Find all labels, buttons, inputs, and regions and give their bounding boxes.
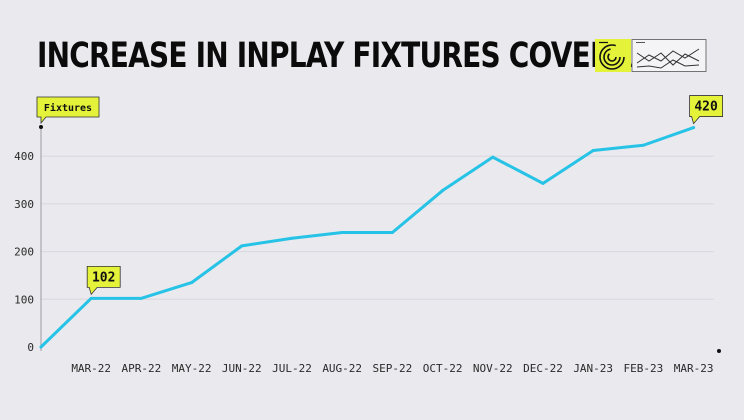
x-tick-label: JUL-22 xyxy=(272,362,312,375)
x-tick-label: MAR-22 xyxy=(71,362,111,375)
axis-layer: 0 100 200 300 400 MAR-22 APR-22 MAY-22 JUN-22 JUL… xyxy=(14,96,721,375)
radial-chart-icon xyxy=(595,39,631,72)
data-point xyxy=(290,236,294,240)
x-tick-label: NOV-22 xyxy=(473,362,513,375)
y-tick-label: 400 xyxy=(14,150,34,163)
data-label-box xyxy=(689,95,723,125)
x-tick-label: OCT-22 xyxy=(423,362,463,375)
data-point xyxy=(39,345,43,349)
y-axis-label: Fixtures xyxy=(44,102,92,114)
data-label-box xyxy=(86,265,121,296)
y-axis-end-dot xyxy=(39,125,43,129)
data-point xyxy=(491,155,495,159)
y-axis-label-box xyxy=(36,96,100,125)
x-tick-label: FEB-23 xyxy=(624,362,664,375)
x-tick-label: JAN-23 xyxy=(573,362,613,375)
x-tick-label: MAY-22 xyxy=(172,362,212,375)
x-tick-label: JUN-22 xyxy=(222,362,262,375)
data-point xyxy=(541,181,545,185)
x-tick-label: DEC-22 xyxy=(523,362,563,375)
data-label: 420 xyxy=(694,100,718,115)
data-point xyxy=(441,189,445,193)
data-point xyxy=(340,231,344,235)
line-layer xyxy=(39,126,696,349)
data-point xyxy=(591,148,595,152)
y-tick-label: 100 xyxy=(14,293,34,306)
x-tick-label: APR-22 xyxy=(122,362,162,375)
series-line xyxy=(39,126,696,349)
chart-title: INCREASE IN INPLAY FIXTURES COVERAGE xyxy=(37,36,673,76)
y-tick-label: 200 xyxy=(14,246,34,259)
data-point xyxy=(240,244,244,248)
callout-layer: 102 420 xyxy=(86,95,723,296)
data-point xyxy=(692,126,696,130)
data-point xyxy=(89,296,93,300)
data-label: 102 xyxy=(92,270,115,285)
x-tick-label: AUG-22 xyxy=(322,362,362,375)
x-axis-end-dot xyxy=(717,349,721,353)
data-point xyxy=(390,231,394,235)
brand-icons xyxy=(595,39,707,72)
grid-layer xyxy=(41,155,714,300)
x-tick-label: SEP-22 xyxy=(373,362,413,375)
y-tick-label: 300 xyxy=(14,198,34,211)
data-point xyxy=(139,296,143,300)
line-chart-icon xyxy=(631,39,707,72)
data-point xyxy=(190,281,194,285)
data-point xyxy=(641,143,645,147)
y-tick-label: 0 xyxy=(27,341,34,354)
x-tick-label: MAR-23 xyxy=(674,362,714,375)
